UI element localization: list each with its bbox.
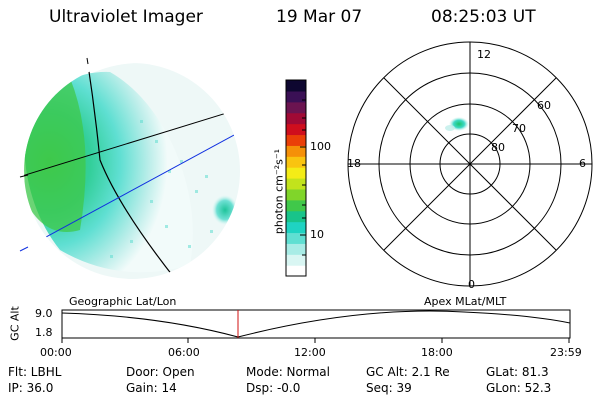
lat-label-60: 60	[537, 99, 551, 112]
mlt-label-12: 12	[477, 48, 491, 61]
color-band	[286, 221, 306, 234]
time-label: 08:25:03 UT	[431, 7, 536, 27]
timeline-left-title: Geographic Lat/Lon	[69, 295, 177, 308]
gain-info: Gain: 14	[126, 381, 177, 395]
mlt-label-0: 0	[468, 278, 475, 291]
color-band	[286, 265, 306, 277]
color-band	[286, 134, 306, 146]
color-band	[286, 112, 306, 125]
color-scale-bar	[286, 80, 306, 277]
date-label: 19 Mar 07	[276, 7, 363, 27]
timeline-right-title: Apex MLat/MLT	[424, 295, 507, 308]
timeline-ytick-9: 9.0	[35, 307, 53, 320]
timeline-xtick-1800: 18:00	[421, 346, 453, 359]
dsp-info: Dsp: -0.0	[246, 381, 301, 395]
color-scale-frame	[285, 79, 307, 277]
mode-info: Mode: Normal	[246, 365, 330, 379]
earth-image-disk	[19, 57, 240, 279]
door-info: Door: Open	[126, 365, 195, 379]
color-band	[286, 210, 306, 223]
gc-alt-info: GC Alt: 2.1 Re	[366, 365, 450, 379]
color-tick-label-10: 10	[310, 228, 324, 241]
timeline-xtick-0000: 00:00	[40, 346, 72, 359]
color-band	[286, 178, 306, 190]
timeline-xtick-2359: 23:59	[550, 346, 582, 359]
timeline-xtick-0600: 06:00	[168, 346, 200, 359]
color-band	[286, 80, 306, 92]
lat-label-80: 80	[491, 141, 505, 154]
filter-info: Flt: LBHL	[8, 365, 62, 379]
color-band	[286, 243, 306, 255]
color-band	[286, 199, 306, 212]
mlt-label-6: 6	[579, 157, 586, 170]
timeline-axis-label: GC Alt	[8, 306, 22, 341]
color-band	[286, 254, 306, 266]
lat-label-70: 70	[512, 122, 526, 135]
color-unit-label: photon cm⁻²s⁻¹	[272, 148, 286, 235]
seq-info: Seq: 39	[366, 381, 412, 395]
polar-mlt-plot	[347, 41, 593, 287]
color-band	[286, 232, 306, 244]
color-tick-label-100: 100	[310, 140, 331, 153]
color-band	[286, 123, 306, 136]
color-band	[286, 145, 306, 157]
instrument-title: Ultraviolet Imager	[49, 7, 203, 27]
ip-info: IP: 36.0	[8, 381, 54, 395]
mlt-label-18: 18	[347, 157, 361, 170]
color-band	[286, 167, 306, 179]
color-band	[286, 156, 306, 168]
color-band	[286, 101, 306, 114]
altitude-timeline	[61, 309, 571, 343]
timeline-xtick-1200: 12:00	[294, 346, 326, 359]
color-band	[286, 188, 306, 201]
glon-info: GLon: 52.3	[486, 381, 552, 395]
glat-info: GLat: 81.3	[486, 365, 549, 379]
color-band	[286, 90, 306, 103]
timeline-ytick-1-8: 1.8	[35, 326, 53, 339]
